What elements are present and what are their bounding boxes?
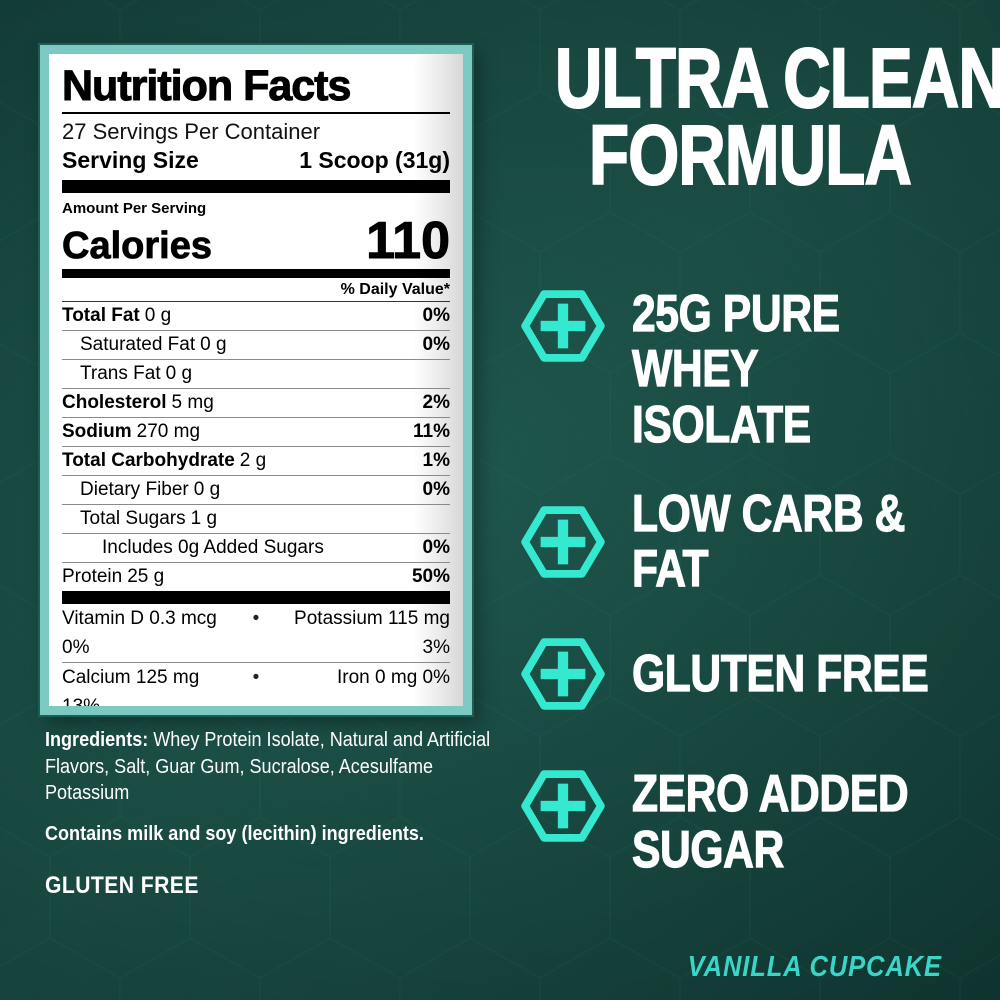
nutrient-dv: 0% [422, 304, 450, 326]
feature-bullet-label: GLUTEN FREE [632, 644, 930, 703]
nutrient-name: Dietary Fiber 0 g [80, 478, 221, 500]
hex-plus-icon [521, 770, 605, 843]
calcium-value: Calcium 125 mg 13% [62, 666, 200, 706]
nutrient-dv: 1% [422, 449, 450, 471]
serving-size-label: Serving Size [62, 146, 199, 173]
gluten-free-note: GLUTEN FREE [45, 871, 199, 899]
nutrient-row-saturated-fat: Saturated Fat 0 g 0% [62, 331, 450, 360]
panel-heading: ULTRA CLEAN FORMULA [500, 31, 1000, 203]
medium-divider [62, 268, 450, 278]
nutrient-dv: 0% [422, 333, 450, 355]
feature-bullet-label: 25G PURE WHEY ISOLATE [632, 284, 841, 454]
feature-bullet-gluten-free: GLUTEN FREE [520, 631, 1000, 717]
nutrient-name: Includes 0g Added Sugars [102, 536, 324, 558]
hex-plus-icon [521, 506, 605, 579]
heading-line-2: FORMULA [588, 108, 912, 203]
nutrient-row-cholesterol: Cholesterol 5 mg 2% [62, 389, 450, 418]
divider [62, 111, 450, 114]
nutrient-row-total-sugars: Total Sugars 1 g [62, 505, 450, 534]
serving-size-row: Serving Size 1 Scoop (31g) [62, 146, 450, 175]
dot-separator: • [252, 607, 260, 629]
ingredients-text: Ingredients: Whey Protein Isolate, Natur… [45, 728, 491, 805]
marketing-panel: ULTRA CLEAN FORMULA 25G PURE WHEY ISOLAT… [500, 0, 1000, 1000]
nutrient-name: Total Fat 0 g [62, 304, 172, 326]
calories-row: Calories 110 [62, 211, 451, 270]
micronutrient-row-2: Calcium 125 mg 13% • Iron 0 mg 0% [62, 663, 450, 706]
nutrient-row-total-fat: Total Fat 0 g 0% [62, 302, 450, 331]
thick-divider [62, 590, 450, 604]
nutrient-name: Cholesterol 5 mg [62, 391, 214, 413]
potassium-value: Potassium 115 mg 3% [294, 607, 450, 658]
ingredients-section: Ingredients: Whey Protein Isolate, Natur… [45, 727, 503, 901]
nutrient-row-protein: Protein 25 g 50% [62, 563, 450, 591]
daily-value-header: % Daily Value* [62, 278, 450, 302]
nutrient-row-trans-fat: Trans Fat 0 g [62, 360, 450, 389]
nutrient-name: Sodium 270 mg [62, 420, 201, 442]
feature-bullets: 25G PURE WHEY ISOLATE LOW CARB & FAT GLU… [520, 283, 1000, 879]
vitamin-d-value: Vitamin D 0.3 mcg 0% [62, 607, 217, 658]
nutrition-facts-panel: Nutrition Facts 27 Servings Per Containe… [49, 54, 463, 706]
nutrient-name: Protein 25 g [62, 565, 165, 587]
allergen-statement: Contains milk and soy (lecithin) ingredi… [45, 821, 424, 845]
hex-plus-icon [521, 289, 605, 362]
heading-line-1: ULTRA CLEAN [554, 31, 1000, 125]
feature-bullet-whey-isolate: 25G PURE WHEY ISOLATE [520, 283, 1000, 454]
flavor-name: VANILLA CUPCAKE [687, 951, 942, 983]
calories-value: 110 [366, 211, 451, 270]
nutrient-dv: 50% [411, 565, 450, 587]
nutrient-row-sodium: Sodium 270 mg 11% [62, 418, 450, 447]
calories-label: Calories [62, 224, 213, 267]
iron-value: Iron 0 mg 0% [337, 666, 450, 688]
feature-bullet-low-carb: LOW CARB & FAT [520, 485, 1000, 598]
nutrient-dv: 0% [422, 536, 450, 558]
thick-divider [62, 179, 450, 193]
nutrient-name: Total Sugars 1 g [80, 507, 218, 529]
nutrient-row-dietary-fiber: Dietary Fiber 0 g 0% [62, 476, 450, 505]
nutrient-dv: 2% [422, 391, 450, 413]
nutrient-dv: 0% [422, 478, 450, 500]
servings-per-container: 27 Servings Per Container [62, 118, 321, 144]
feature-bullet-label: ZERO ADDED SUGAR [632, 765, 910, 880]
feature-bullet-label: LOW CARB & FAT [632, 484, 906, 599]
micronutrient-row-1: Vitamin D 0.3 mcg 0% • Potassium 115 mg … [62, 604, 450, 663]
nutrient-name: Saturated Fat 0 g [80, 333, 227, 355]
hex-plus-icon [521, 638, 605, 711]
nutrient-row-added-sugars: Includes 0g Added Sugars 0% [62, 534, 450, 563]
nutrient-dv: 11% [413, 420, 450, 442]
amount-per-serving-label: Amount Per Serving [62, 199, 207, 217]
serving-size-value: 1 Scoop (31g) [299, 146, 450, 173]
nutrition-facts-label: Nutrition Facts 27 Servings Per Containe… [40, 45, 472, 715]
dot-separator: • [252, 666, 260, 688]
nutrition-facts-title: Nutrition Facts [62, 62, 352, 110]
nutrient-name: Total Carbohydrate 2 g [62, 449, 267, 471]
ingredients-label: Ingredients: [45, 728, 149, 751]
feature-bullet-zero-sugar: ZERO ADDED SUGAR [520, 763, 1000, 880]
nutrient-row-total-carbohydrate: Total Carbohydrate 2 g 1% [62, 447, 450, 476]
nutrient-name: Trans Fat 0 g [80, 362, 193, 384]
